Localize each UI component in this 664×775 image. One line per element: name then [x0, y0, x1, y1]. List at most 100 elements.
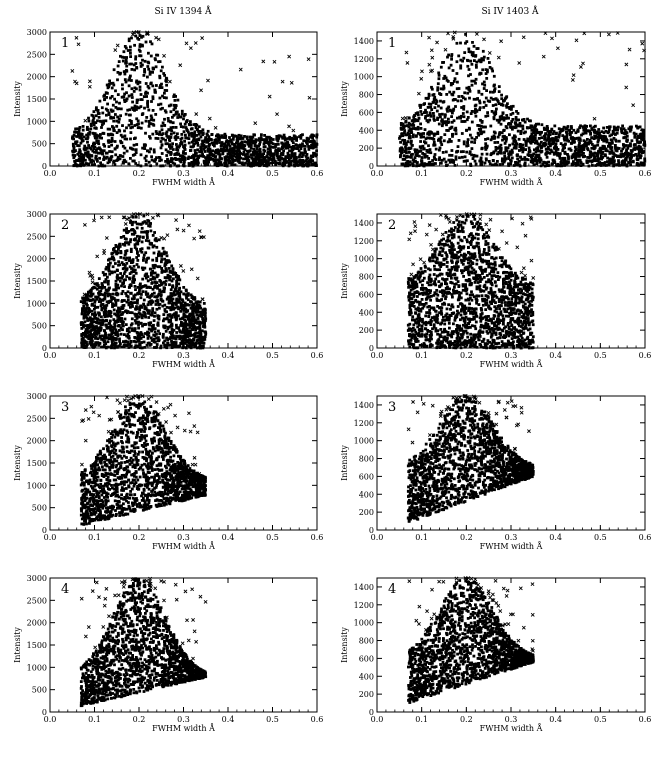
scatter-point	[640, 149, 644, 152]
scatter-point	[200, 143, 204, 146]
scatter-point	[137, 80, 141, 84]
scatter-outlier	[200, 36, 205, 41]
scatter-point	[175, 110, 179, 114]
scatter-point	[222, 145, 226, 149]
scatter-point	[413, 113, 417, 117]
scatter-point	[73, 130, 76, 134]
scatter-outlier	[193, 41, 198, 45]
scatter-point	[104, 342, 108, 345]
scatter-point	[504, 139, 508, 143]
scatter-point	[123, 285, 126, 288]
x-tick-label: 0.3	[505, 169, 518, 178]
scatter-point	[514, 146, 518, 150]
scatter-point	[165, 306, 169, 309]
scatter-point	[287, 158, 291, 162]
scatter-point	[422, 111, 426, 114]
scatter-point	[508, 150, 512, 154]
scatter-point	[539, 158, 543, 162]
scatter-point	[171, 306, 175, 310]
scatter-point	[129, 146, 132, 150]
scatter-point	[123, 100, 127, 103]
scatter-point	[431, 162, 435, 166]
scatter-point	[570, 163, 574, 167]
scatter-points	[70, 30, 319, 168]
scatter-point	[209, 156, 213, 160]
scatter-point	[450, 57, 453, 61]
scatter-point	[89, 160, 93, 164]
scatter-point	[524, 142, 528, 145]
scatter-point	[166, 117, 170, 120]
scatter-point	[592, 147, 596, 151]
scatter-point	[440, 143, 444, 146]
scatter-point	[213, 150, 217, 154]
scatter-point	[178, 297, 182, 300]
scatter-point	[155, 295, 158, 299]
scatter-point	[168, 145, 171, 148]
scatter-point	[173, 153, 177, 156]
scatter-point	[565, 133, 569, 137]
scatter-point	[425, 162, 429, 166]
scatter-point	[123, 137, 127, 141]
scatter-point	[622, 154, 626, 158]
scatter-point	[153, 277, 157, 280]
scatter-point	[433, 157, 436, 160]
scatter-point	[161, 246, 165, 250]
scatter-point	[450, 115, 453, 118]
panel-number: 1	[388, 36, 396, 51]
scatter-point	[157, 103, 160, 107]
scatter-point	[589, 132, 592, 136]
scatter-point	[511, 142, 515, 146]
scatter-point	[186, 130, 190, 134]
scatter-point	[552, 159, 555, 163]
scatter-point	[118, 72, 122, 76]
scatter-point	[83, 146, 87, 149]
scatter-point	[160, 143, 164, 147]
scatter-point	[163, 109, 167, 113]
scatter-point	[629, 128, 633, 131]
scatter-point	[505, 95, 509, 99]
scatter-point	[193, 130, 197, 134]
scatter-outlier	[178, 63, 183, 68]
scatter-point	[107, 279, 110, 283]
scatter-point	[119, 332, 123, 336]
scatter-point	[121, 312, 124, 316]
scatter-point	[457, 95, 461, 98]
scatter-point	[406, 131, 410, 135]
scatter-point	[579, 124, 582, 128]
scatter-point	[112, 129, 116, 132]
scatter-point	[93, 317, 97, 320]
scatter-point	[276, 139, 280, 143]
scatter-point	[529, 135, 532, 139]
scatter-point	[577, 136, 581, 140]
scatter-point	[236, 142, 240, 146]
scatter-point	[433, 153, 437, 156]
scatter-point	[189, 120, 192, 123]
scatter-point	[429, 113, 432, 117]
scatter-point	[148, 135, 151, 138]
scatter-point	[149, 54, 153, 58]
scatter-point	[168, 306, 171, 310]
scatter-point	[171, 273, 175, 276]
scatter-point	[462, 140, 466, 144]
scatter-point	[569, 142, 573, 145]
scatter-point	[108, 127, 112, 131]
scatter-point	[133, 153, 137, 156]
scatter-point	[178, 317, 182, 321]
scatter-point	[450, 158, 453, 162]
scatter-point	[259, 138, 263, 142]
scatter-point	[119, 320, 123, 323]
scatter-point	[87, 132, 90, 135]
scatter-point	[587, 159, 591, 163]
scatter-point	[400, 162, 404, 166]
scatter-point	[158, 76, 162, 80]
scatter-point	[451, 135, 454, 138]
scatter-point	[92, 123, 96, 127]
scatter-point	[589, 141, 593, 145]
scatter-point	[129, 131, 133, 134]
scatter-point	[106, 102, 109, 106]
scatter-point	[627, 127, 631, 131]
scatter-point	[279, 156, 283, 160]
scatter-point	[306, 142, 309, 146]
scatter-point	[401, 122, 405, 126]
scatter-point	[125, 61, 128, 64]
